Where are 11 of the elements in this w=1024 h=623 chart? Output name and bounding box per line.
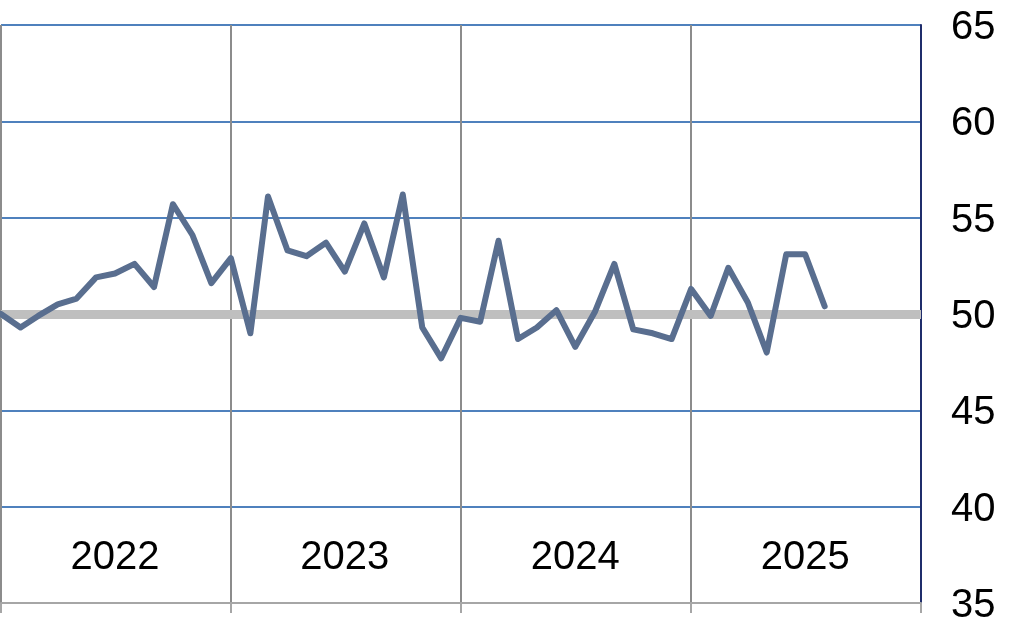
x-tick-label: 2025 <box>760 533 850 577</box>
y-tick-label: 45 <box>951 388 996 433</box>
x-tick-label: 2024 <box>530 533 620 577</box>
y-tick-label: 60 <box>951 99 996 144</box>
x-tick-label: 2022 <box>70 533 160 577</box>
x-tick-label: 2023 <box>300 533 390 577</box>
y-tick-label: 65 <box>951 3 996 47</box>
y-tick-label: 50 <box>951 292 996 336</box>
y-tick-label: 35 <box>951 581 996 623</box>
y-tick-label: 40 <box>951 484 996 529</box>
y-tick-label: 55 <box>951 195 996 240</box>
